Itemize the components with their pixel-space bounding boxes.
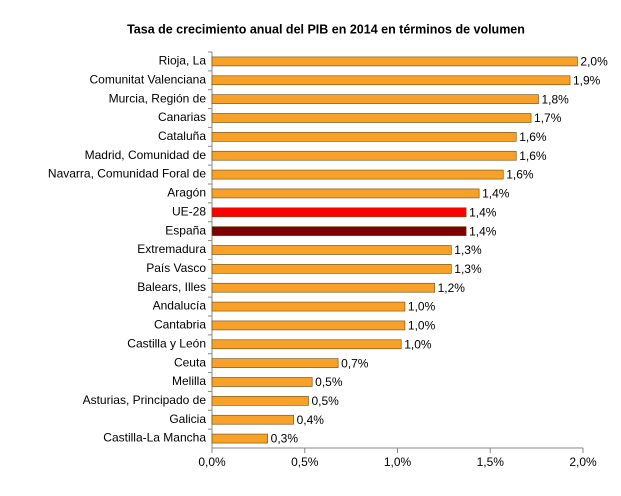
value-label: 0,5%: [315, 375, 343, 389]
value-label: 1,8%: [541, 92, 569, 106]
y-tick-label: Galicia: [169, 412, 206, 426]
bar: [211, 377, 313, 387]
y-tick-label: Andalucía: [153, 299, 207, 313]
bar: [211, 396, 309, 406]
y-tick-label: Castilla y León: [127, 336, 206, 350]
y-tick-label: Ceuta: [174, 355, 206, 369]
bar: [211, 132, 517, 142]
bar: [211, 207, 467, 218]
y-tick-label: Comunitat Valenciana: [89, 72, 206, 86]
bar: [211, 339, 402, 350]
bar: [211, 414, 294, 425]
bar: [211, 320, 406, 331]
value-label: 0,4%: [297, 413, 325, 427]
value-label: 1,4%: [469, 224, 497, 238]
y-tick-label: Cataluña: [158, 129, 206, 143]
value-label: 1,3%: [454, 262, 482, 276]
bar: [211, 75, 571, 86]
value-label: 1,2%: [438, 281, 466, 295]
y-tick-label: Murcia, Región de: [109, 91, 207, 105]
y-tick-label: Balears, Illes: [137, 280, 206, 294]
value-label: 0,5%: [311, 394, 339, 408]
x-tick-label: 2,0%: [569, 455, 597, 469]
y-tick-label: Castilla-La Mancha: [103, 431, 206, 445]
value-label: 0,7%: [341, 356, 369, 370]
bar: [211, 188, 480, 199]
value-label: 1,6%: [506, 168, 534, 182]
value-label: 1,0%: [404, 337, 432, 351]
y-tick-label: Cantabria: [154, 318, 206, 332]
y-tick-label: España: [165, 223, 206, 237]
bar: [211, 358, 339, 368]
value-label: 1,3%: [454, 243, 482, 257]
bar: [211, 94, 539, 104]
bar: [211, 301, 406, 312]
y-tick-label: Rioja, La: [159, 54, 207, 68]
bar: [211, 226, 467, 236]
value-label: 1,4%: [482, 187, 510, 201]
value-label: 2,0%: [580, 55, 608, 69]
bar: [211, 282, 435, 293]
x-tick-label: 0,0%: [198, 455, 226, 469]
y-tick-label: Asturias, Principado de: [83, 393, 207, 407]
y-tick-label: Madrid, Comunidad de: [85, 148, 207, 162]
bar: [211, 264, 452, 274]
y-tick-label: Navarra, Comunidad Foral de: [48, 167, 206, 181]
value-label: 1,6%: [519, 149, 547, 163]
y-tick-label: Canarias: [158, 110, 206, 124]
y-tick-label: País Vasco: [146, 261, 206, 275]
y-tick-label: UE-28: [172, 204, 206, 218]
x-tick-label: 1,0%: [384, 455, 412, 469]
bar: [211, 113, 532, 123]
x-tick-label: 1,5%: [477, 455, 505, 469]
chart-title: Tasa de crecimiento anual del PIB en 201…: [127, 22, 525, 36]
y-tick-label: Extremadura: [137, 242, 206, 256]
bar: [211, 169, 504, 180]
value-label: 1,4%: [469, 205, 497, 219]
value-label: 1,0%: [408, 300, 436, 314]
bar: [211, 245, 452, 255]
value-label: 0,3%: [271, 432, 299, 446]
bar: [211, 433, 268, 444]
bar: [211, 150, 517, 161]
value-label: 1,0%: [408, 319, 436, 333]
value-label: 1,6%: [519, 130, 547, 144]
bar: [211, 56, 578, 67]
y-tick-label: Aragón: [167, 186, 206, 200]
x-tick-label: 0,5%: [291, 455, 319, 469]
value-label: 1,7%: [534, 111, 562, 125]
y-tick-label: Melilla: [172, 374, 206, 388]
value-label: 1,9%: [573, 73, 601, 87]
